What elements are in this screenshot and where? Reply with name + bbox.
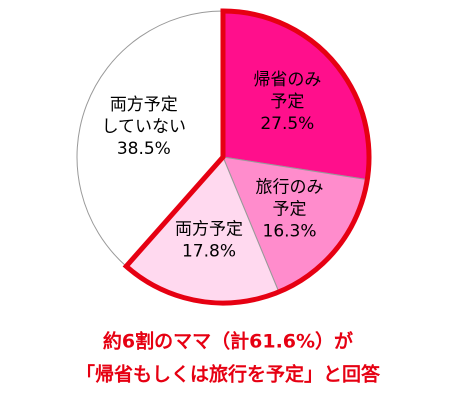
value-label: 17.8% — [182, 242, 236, 262]
pie — [76, 8, 372, 306]
caption: 約6割のママ（計61.6%）が — [103, 330, 353, 353]
slice-label: 旅行のみ — [256, 177, 324, 197]
slice-label: 予定 — [270, 92, 304, 112]
slice-label: していない — [102, 117, 187, 137]
value-label: 38.5% — [117, 139, 171, 159]
slice-label: 両方予定 — [110, 95, 178, 115]
slice-label: 両方予定 — [175, 220, 243, 240]
slice-label: 予定 — [273, 199, 307, 219]
caption: 「帰省もしくは旅行を予定」と回答 — [76, 363, 381, 386]
value-label: 16.3% — [263, 221, 317, 241]
highlight-outline — [122, 8, 372, 306]
slice — [76, 10, 224, 267]
slice-label: 帰省のみ — [253, 70, 321, 90]
value-label: 27.5% — [260, 114, 314, 134]
labels: 帰省のみ予定27.5%旅行のみ予定16.3%両方予定17.8%両方予定していない… — [102, 70, 324, 262]
